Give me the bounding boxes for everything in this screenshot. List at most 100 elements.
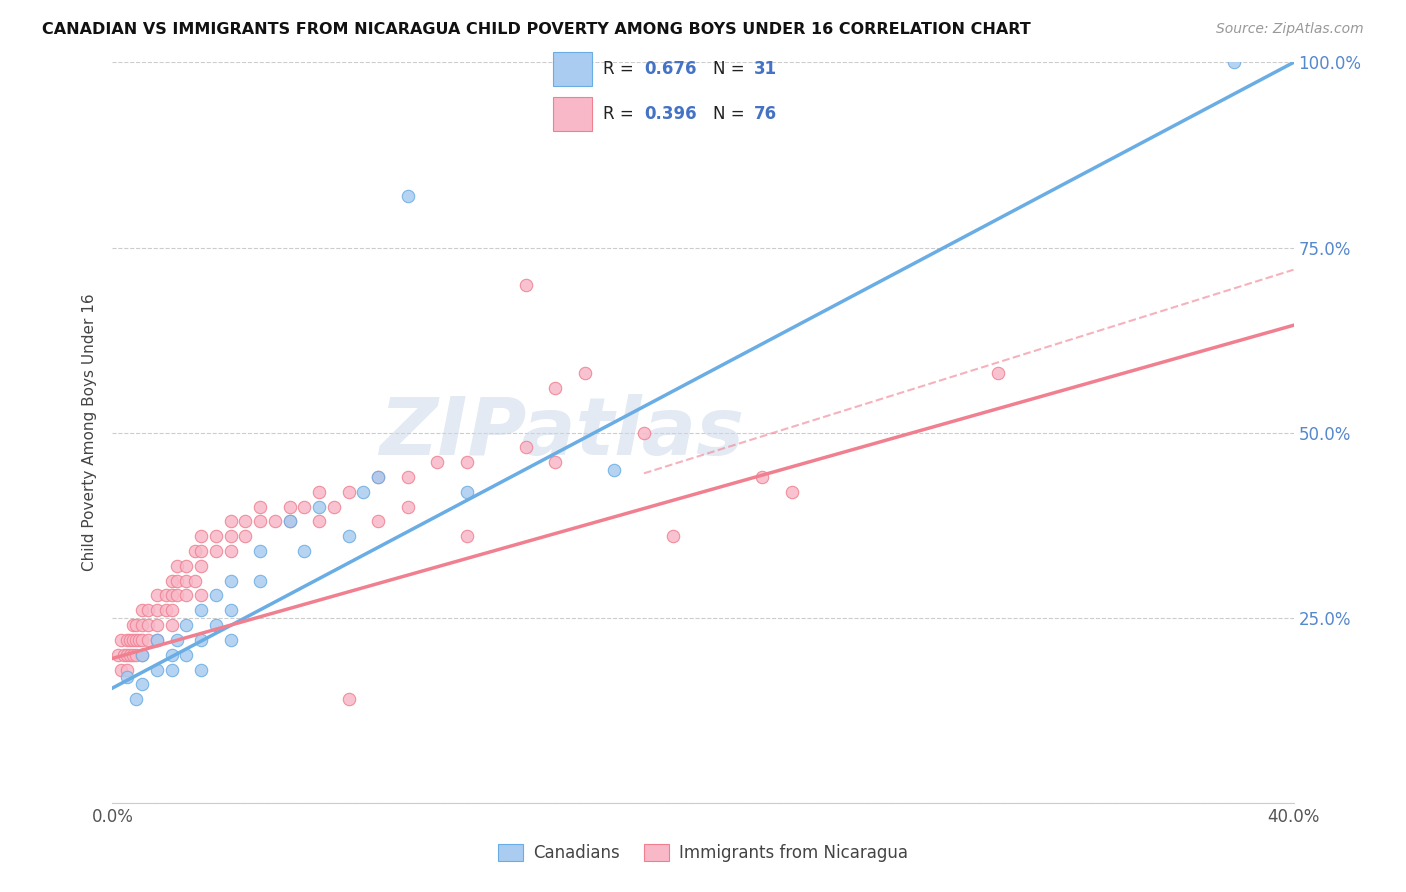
Text: 0.676: 0.676 (645, 60, 697, 78)
Point (160, 589, 183, 603)
Point (544, 381, 567, 395)
Point (367, 470, 389, 484)
Point (219, 515, 242, 529)
Point (396, 188, 419, 202)
Point (155, 589, 177, 603)
Point (780, 484, 803, 499)
Point (128, 632, 150, 647)
Point (219, 544, 242, 558)
Point (120, 648, 142, 662)
Point (544, 455, 567, 469)
Point (131, 618, 153, 632)
Point (174, 589, 197, 603)
Point (323, 500, 346, 514)
Point (122, 618, 145, 632)
Point (112, 648, 135, 662)
Point (751, 470, 773, 484)
Point (131, 632, 153, 647)
Point (174, 558, 197, 573)
Point (249, 500, 271, 514)
Point (160, 663, 183, 677)
Point (205, 529, 228, 543)
Point (125, 618, 148, 632)
Text: Source: ZipAtlas.com: Source: ZipAtlas.com (1216, 22, 1364, 37)
Text: R =: R = (603, 105, 640, 123)
Point (205, 589, 228, 603)
Point (131, 677, 153, 691)
Point (292, 500, 315, 514)
Point (117, 632, 138, 647)
Point (125, 648, 148, 662)
Point (456, 484, 478, 499)
Point (308, 484, 330, 499)
Text: 76: 76 (754, 105, 778, 123)
Point (515, 441, 537, 455)
Point (184, 574, 207, 588)
Point (396, 500, 419, 514)
Point (117, 663, 138, 677)
Text: 0.396: 0.396 (645, 105, 697, 123)
Point (131, 648, 153, 662)
Text: R =: R = (603, 60, 640, 78)
Point (136, 618, 159, 632)
Point (122, 648, 145, 662)
Point (190, 558, 212, 573)
Point (146, 603, 169, 617)
Point (987, 367, 1010, 381)
Point (120, 632, 142, 647)
Text: 31: 31 (754, 60, 778, 78)
Point (249, 544, 271, 558)
Point (219, 574, 242, 588)
Point (190, 529, 212, 543)
Point (249, 574, 271, 588)
Point (292, 544, 315, 558)
Legend: Canadians, Immigrants from Nicaragua: Canadians, Immigrants from Nicaragua (491, 837, 915, 869)
Point (233, 515, 256, 529)
Y-axis label: Child Poverty Among Boys Under 16: Child Poverty Among Boys Under 16 (82, 293, 97, 572)
Point (219, 632, 242, 647)
Point (122, 632, 145, 647)
Point (166, 632, 188, 647)
Point (146, 632, 169, 647)
Point (174, 574, 197, 588)
Point (515, 277, 537, 292)
Point (456, 529, 478, 543)
Point (155, 603, 177, 617)
Point (131, 603, 153, 617)
Point (110, 663, 132, 677)
Point (160, 603, 183, 617)
Point (574, 367, 596, 381)
Point (166, 574, 188, 588)
Point (205, 544, 228, 558)
Point (308, 515, 330, 529)
Point (633, 425, 655, 440)
Point (352, 484, 374, 499)
Point (426, 455, 449, 469)
Point (190, 589, 212, 603)
Point (136, 603, 159, 617)
Point (117, 670, 138, 684)
Text: CANADIAN VS IMMIGRANTS FROM NICARAGUA CHILD POVERTY AMONG BOYS UNDER 16 CORRELAT: CANADIAN VS IMMIGRANTS FROM NICARAGUA CH… (42, 22, 1031, 37)
Point (107, 648, 129, 662)
Point (278, 515, 301, 529)
Point (249, 515, 271, 529)
Point (337, 484, 360, 499)
Point (174, 618, 197, 632)
Point (190, 663, 212, 677)
Point (190, 632, 212, 647)
Point (146, 618, 169, 632)
Point (219, 603, 242, 617)
Point (125, 692, 148, 706)
Point (278, 515, 301, 529)
Point (110, 632, 132, 647)
Point (396, 470, 419, 484)
Point (337, 529, 360, 543)
Point (160, 648, 183, 662)
Point (184, 544, 207, 558)
Point (205, 618, 228, 632)
Point (146, 632, 169, 647)
Point (166, 589, 188, 603)
Text: N =: N = (713, 60, 749, 78)
Point (662, 529, 685, 543)
Point (367, 515, 389, 529)
